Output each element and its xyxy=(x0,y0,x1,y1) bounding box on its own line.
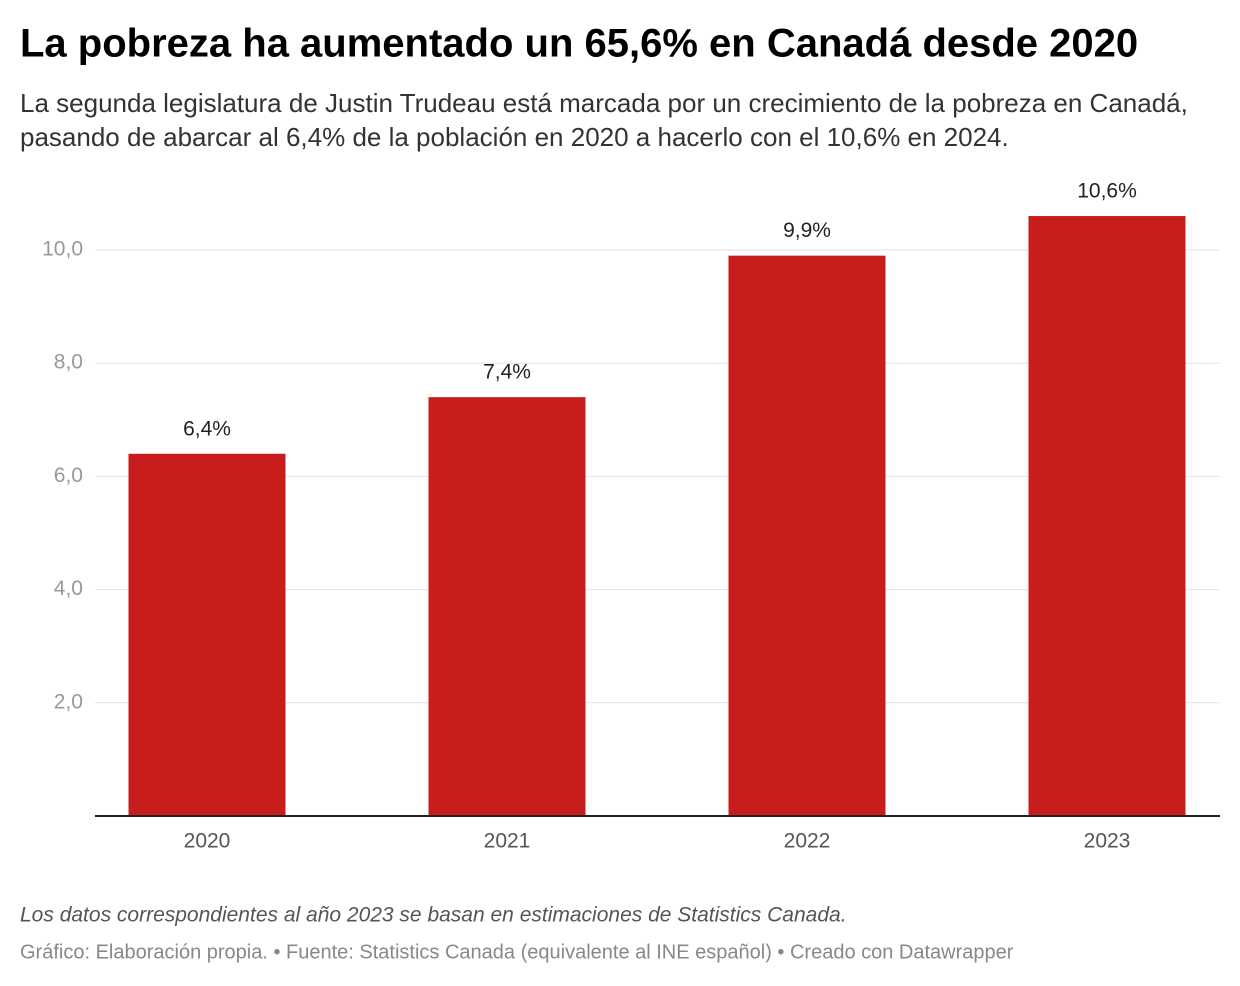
y-tick-label: 10,0 xyxy=(42,238,83,261)
y-tick-label: 4,0 xyxy=(54,577,83,600)
y-tick-label: 8,0 xyxy=(54,351,83,374)
chart-subtitle: La segunda legislatura de Justin Trudeau… xyxy=(20,88,1188,152)
y-tick-label: 6,0 xyxy=(54,464,83,487)
bar xyxy=(428,397,586,816)
subtitle-box: La segunda legislatura de Justin Trudeau… xyxy=(20,88,1188,152)
bar xyxy=(728,255,886,816)
value-label: 7,4% xyxy=(483,361,531,384)
x-tick-label: 2020 xyxy=(184,830,231,853)
x-tick-label: 2023 xyxy=(1084,830,1131,853)
chart-title: La pobreza ha aumentado un 65,6% en Cana… xyxy=(20,22,1138,66)
y-tick-label: 2,0 xyxy=(54,690,83,713)
chart-note: Los datos correspondientes al año 2023 s… xyxy=(20,904,847,927)
x-tick-label: 2022 xyxy=(784,830,831,853)
chart-credits: Gráfico: Elaboración propia. • Fuente: S… xyxy=(20,941,1014,963)
x-tick-label: 2021 xyxy=(484,830,531,853)
value-label: 6,4% xyxy=(183,417,231,440)
value-label: 10,6% xyxy=(1077,180,1137,203)
bar xyxy=(1028,216,1186,817)
value-label: 9,9% xyxy=(783,219,831,242)
bar xyxy=(128,453,286,816)
